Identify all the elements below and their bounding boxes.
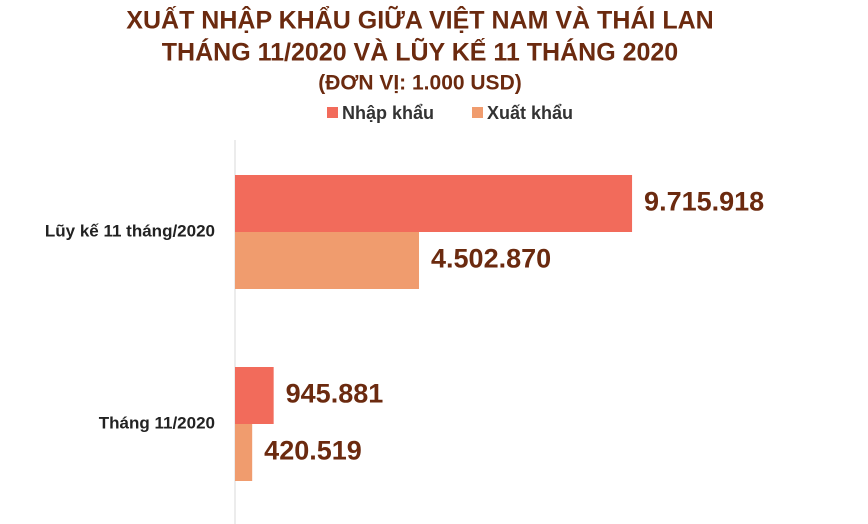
chart-title: XUẤT NHẬP KHẨU GIỮA VIỆT NAM VÀ THÁI LAN: [126, 5, 713, 35]
unit-label: (ĐƠN VỊ: 1.000 USD): [318, 72, 521, 95]
legend-swatch: [327, 107, 338, 118]
value-label: 4.502.870: [431, 244, 551, 274]
bar: [235, 367, 274, 424]
category-label: Lũy kế 11 tháng/2020: [45, 221, 215, 240]
legend-label: Xuất khẩu: [487, 103, 573, 123]
value-label: 420.519: [264, 436, 362, 466]
category-label: Tháng 11/2020: [99, 413, 215, 432]
legend-swatch: [472, 107, 483, 118]
value-label: 945.881: [286, 379, 384, 409]
value-label: 9.715.918: [644, 187, 764, 217]
bar: [235, 232, 420, 289]
chart-subtitle: THÁNG 11/2020 VÀ LŨY KẾ 11 THÁNG 2020: [162, 37, 678, 67]
bar: [235, 424, 253, 481]
bar: [235, 175, 633, 232]
legend-label: Nhập khẩu: [342, 103, 434, 123]
